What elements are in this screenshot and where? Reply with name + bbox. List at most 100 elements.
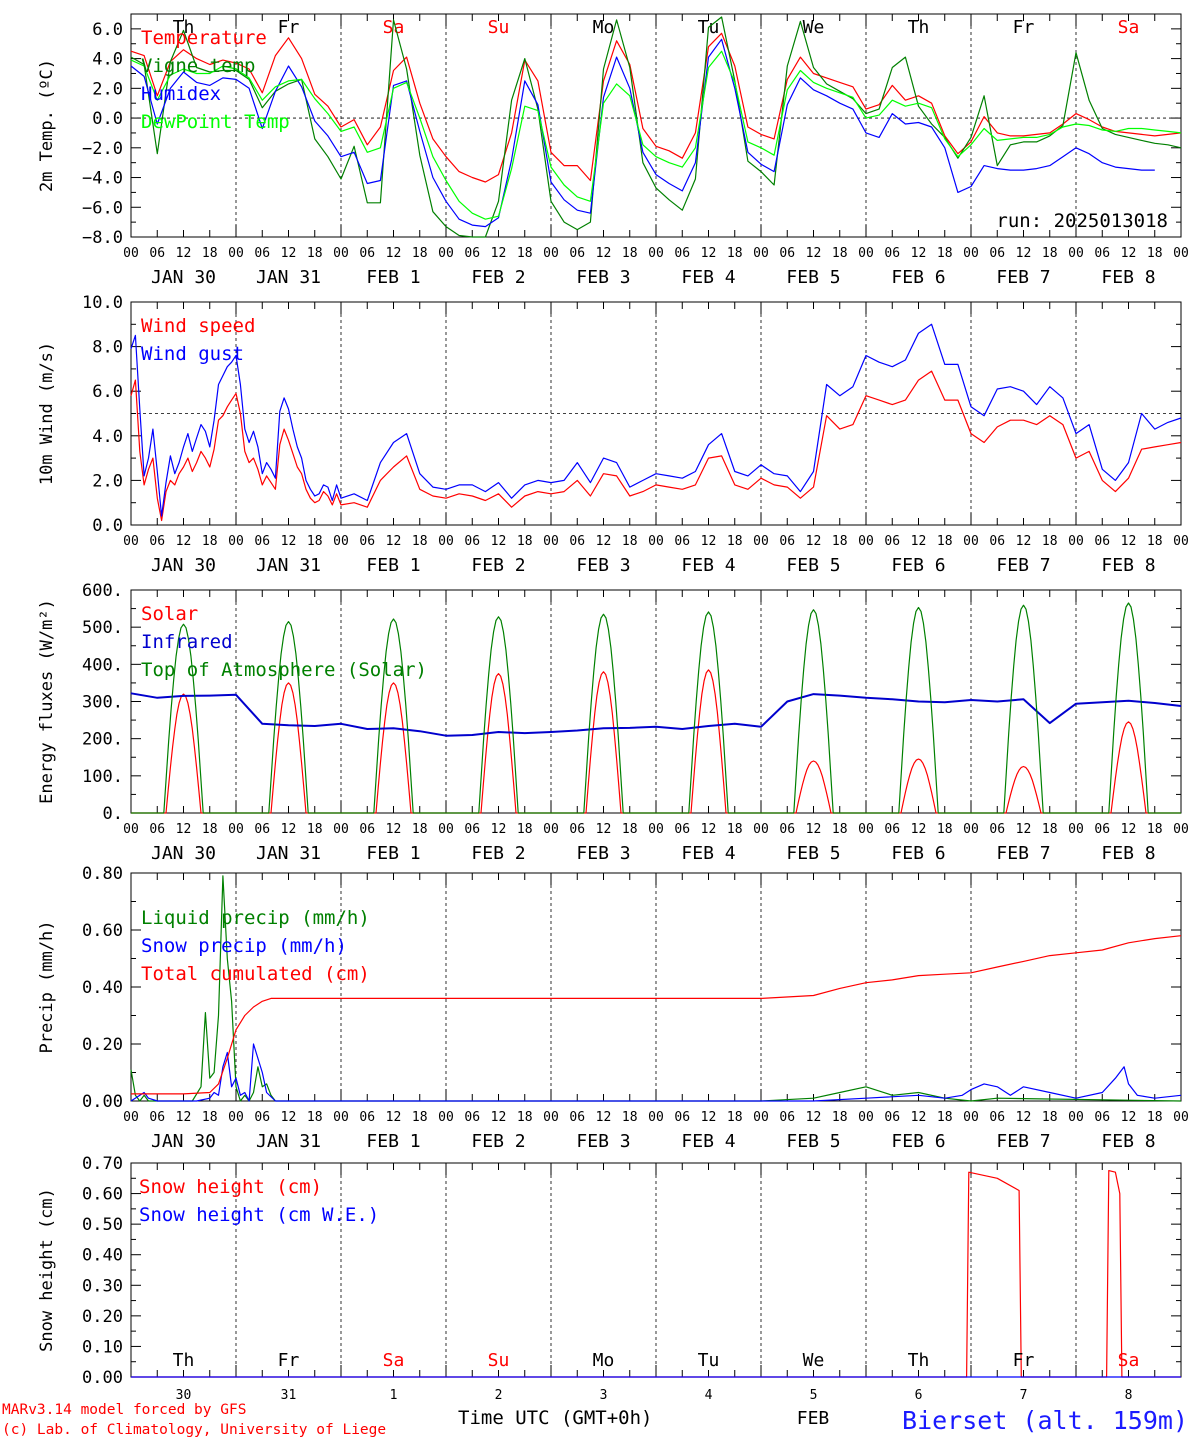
weekday-label: Sa — [1118, 1350, 1140, 1371]
day-number-label: 2 — [495, 1388, 503, 1403]
hour-tick-label: 12 — [281, 246, 297, 261]
hour-tick-label: 12 — [911, 1110, 927, 1125]
date-label: JAN 30 — [151, 843, 216, 864]
date-label: FEB 7 — [996, 843, 1050, 864]
legend-entry: Humidex — [141, 83, 221, 105]
hour-tick-label: 06 — [149, 1110, 165, 1125]
panel-0: −8.0 −6.0 −4.0 −2.0 0.0 2.0 4.0 6.0 2m Temp. (ºC… — [37, 13, 1189, 288]
legend-entry: Total cumulated (cm) — [141, 963, 370, 985]
date-label: FEB 2 — [471, 843, 525, 864]
hour-tick-label: 12 — [1121, 822, 1137, 837]
hour-tick-label: 00 — [333, 1110, 349, 1125]
hour-tick-label: 06 — [149, 246, 165, 261]
y-tick-label: 100. — [82, 767, 123, 787]
y-tick-label: 500. — [82, 618, 123, 638]
hour-tick-label: 06 — [884, 1110, 900, 1125]
weekday-label: Su — [488, 1350, 510, 1371]
hour-tick-label: 12 — [596, 246, 612, 261]
hour-tick-label: 00 — [963, 1110, 979, 1125]
legend-entry: Snow precip (mm/h) — [141, 935, 347, 957]
y-tick-label: 0.30 — [82, 1276, 123, 1296]
hour-tick-label: 06 — [464, 822, 480, 837]
hour-tick-label: 12 — [386, 822, 402, 837]
hour-tick-label: 06 — [989, 822, 1005, 837]
y-tick-label: 0.00 — [82, 1092, 123, 1112]
hour-tick-label: 18 — [517, 246, 533, 261]
y-tick-label: 0. — [103, 804, 123, 824]
hour-tick-label: 18 — [307, 534, 323, 549]
day-number-label: 7 — [1020, 1388, 1028, 1403]
hour-tick-label: 12 — [1121, 246, 1137, 261]
hour-tick-label: 12 — [176, 246, 192, 261]
hour-tick-label: 18 — [202, 534, 218, 549]
hour-tick-label: 06 — [779, 822, 795, 837]
date-label: FEB 7 — [996, 555, 1050, 576]
hour-tick-label: 12 — [491, 1110, 507, 1125]
date-label: FEB 7 — [996, 267, 1050, 288]
day-number-label: 3 — [600, 1388, 608, 1403]
hour-tick-label: 00 — [753, 822, 769, 837]
hour-tick-label: 12 — [386, 534, 402, 549]
hour-tick-label: 12 — [596, 1110, 612, 1125]
date-label: FEB 3 — [576, 1131, 630, 1152]
hour-tick-label: 00 — [648, 246, 664, 261]
y-axis-label: 10m Wind (m/s) — [37, 342, 57, 485]
day-number-label: 8 — [1125, 1388, 1133, 1403]
hour-tick-label: 06 — [884, 822, 900, 837]
hour-tick-label: 18 — [307, 822, 323, 837]
hour-tick-label: 00 — [858, 1110, 874, 1125]
hour-tick-label: 18 — [1147, 1110, 1163, 1125]
y-axis-label: Snow height (cm) — [37, 1188, 57, 1352]
hour-tick-label: 00 — [1173, 246, 1189, 261]
y-tick-label: 0.40 — [82, 1246, 123, 1266]
date-label: FEB 1 — [366, 843, 420, 864]
hour-tick-label: 18 — [1147, 534, 1163, 549]
legend-entry: Liquid precip (mm/h) — [141, 907, 370, 929]
hour-tick-label: 12 — [806, 1110, 822, 1125]
hour-tick-label: 06 — [884, 534, 900, 549]
hour-tick-label: 00 — [123, 246, 139, 261]
weekday-label: Sa — [383, 1350, 405, 1371]
hour-tick-label: 00 — [963, 822, 979, 837]
hour-tick-label: 18 — [517, 1110, 533, 1125]
y-tick-label: 200. — [82, 730, 123, 750]
hour-tick-label: 00 — [753, 1110, 769, 1125]
hour-tick-label: 12 — [176, 534, 192, 549]
date-label: FEB 5 — [786, 843, 840, 864]
hour-tick-label: 06 — [884, 246, 900, 261]
y-tick-label: 2.0 — [92, 471, 123, 491]
hour-tick-label: 06 — [1094, 534, 1110, 549]
hour-tick-label: 00 — [333, 246, 349, 261]
panel-1: 0.0 2.0 4.0 6.0 8.0 10.0 10m Wind (m/s) Wind sp… — [37, 293, 1189, 576]
series-line-3 — [130, 50, 1182, 220]
hour-tick-label: 00 — [228, 1110, 244, 1125]
date-label: JAN 31 — [256, 555, 321, 576]
hour-tick-label: 12 — [281, 822, 297, 837]
hour-tick-label: 18 — [727, 822, 743, 837]
hour-tick-label: 00 — [648, 534, 664, 549]
y-tick-label: 0.20 — [82, 1307, 123, 1327]
date-label: FEB 2 — [471, 267, 525, 288]
hour-tick-label: 18 — [937, 246, 953, 261]
series-line-1 — [130, 1043, 1182, 1102]
series-line-2 — [131, 935, 1182, 1095]
hour-tick-label: 18 — [937, 822, 953, 837]
hour-tick-label: 06 — [464, 1110, 480, 1125]
hour-tick-label: 06 — [674, 246, 690, 261]
hour-tick-label: 18 — [412, 1110, 428, 1125]
weekday-label: We — [803, 1350, 825, 1371]
hour-tick-label: 06 — [779, 534, 795, 549]
hour-tick-label: 06 — [359, 246, 375, 261]
y-tick-label: 300. — [82, 693, 123, 713]
y-tick-label: 0.80 — [82, 864, 123, 884]
legend-entry: Temperature — [141, 27, 267, 49]
date-label: FEB 3 — [576, 267, 630, 288]
hour-tick-label: 18 — [412, 822, 428, 837]
hour-tick-label: 12 — [386, 1110, 402, 1125]
hour-tick-label: 18 — [727, 246, 743, 261]
date-label: FEB 6 — [891, 843, 945, 864]
date-label: FEB 1 — [366, 555, 420, 576]
y-axis-label: 2m Temp. (ºC) — [37, 59, 57, 192]
hour-tick-label: 12 — [491, 534, 507, 549]
panel-4: 0.00 0.10 0.20 0.30 0.40 0.50 0.60 0.70 Snow hei… — [37, 1154, 1182, 1403]
